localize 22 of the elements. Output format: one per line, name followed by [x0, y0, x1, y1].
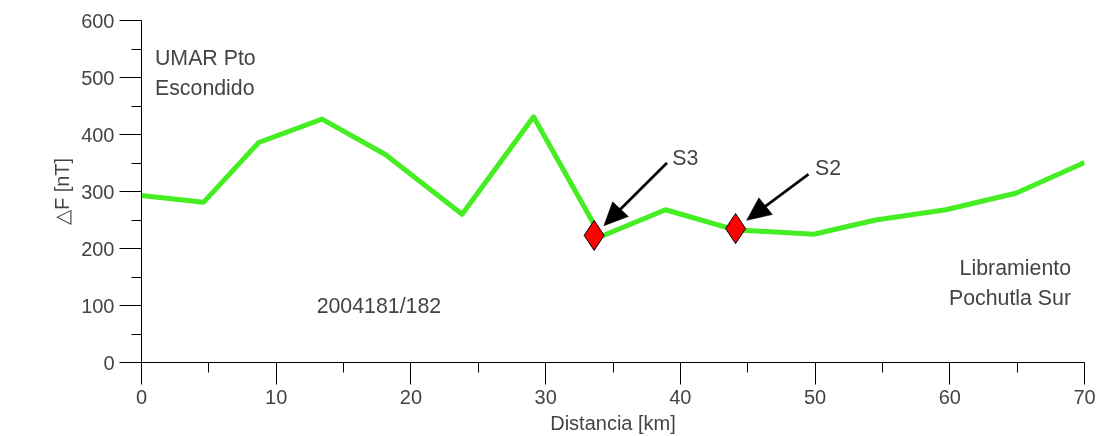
x-tick-label: 60 — [938, 385, 961, 408]
y-tick-label: 300 — [81, 180, 115, 203]
annotation: S3 — [672, 145, 699, 170]
x-tick-label: 30 — [534, 385, 557, 408]
x-tick-label: 20 — [399, 385, 423, 408]
annotation: Libramiento Pochutla Sur — [948, 255, 1072, 310]
y-tick-label: 100 — [81, 294, 115, 317]
x-tick-label: 40 — [669, 385, 692, 408]
x-axis-title: Distancia [km] — [550, 411, 676, 434]
x-tick-label: 10 — [265, 385, 288, 408]
x-tick-label: 50 — [803, 385, 827, 408]
y-tick-label: 400 — [81, 123, 115, 146]
annotation: S2 — [815, 156, 842, 181]
y-axis-title: △F [nT] — [51, 157, 74, 226]
y-tick-label: 200 — [81, 237, 115, 260]
x-tick-label: 70 — [1073, 385, 1096, 408]
annotation: UMAR Pto Escondido — [154, 46, 256, 101]
y-tick-label: 0 — [103, 351, 115, 374]
y-tick-label: 600 — [81, 9, 115, 32]
annotation: 2004181/182 — [316, 293, 442, 318]
x-tick-label: 0 — [135, 385, 148, 408]
y-tick-label: 500 — [81, 66, 115, 89]
